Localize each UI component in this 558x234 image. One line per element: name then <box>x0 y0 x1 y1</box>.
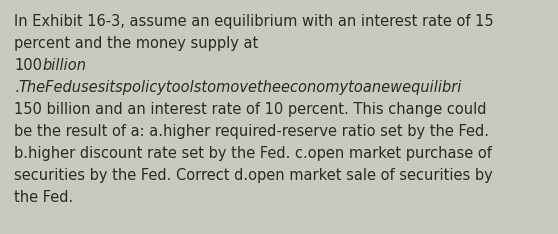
Text: securities by the Fed. Correct d.open market sale of securities by: securities by the Fed. Correct d.open ma… <box>14 168 493 183</box>
Text: be the result of a: a.higher required-reserve ratio set by the Fed.: be the result of a: a.higher required-re… <box>14 124 489 139</box>
Text: .: . <box>14 80 19 95</box>
Text: 100: 100 <box>14 58 42 73</box>
Text: In Exhibit 16-3, assume an equilibrium with an interest rate of 15: In Exhibit 16-3, assume an equilibrium w… <box>14 14 494 29</box>
Text: b.higher discount rate set by the Fed. c.open market purchase of: b.higher discount rate set by the Fed. c… <box>14 146 492 161</box>
Text: the Fed.: the Fed. <box>14 190 73 205</box>
Text: 150 billion and an interest rate of 10 percent. This change could: 150 billion and an interest rate of 10 p… <box>14 102 487 117</box>
Text: percent and the money supply at: percent and the money supply at <box>14 36 258 51</box>
Text: billion: billion <box>42 58 86 73</box>
Text: TheFedusesitspolicytoolstomovetheeconomytoanewequilibri: TheFedusesitspolicytoolstomovetheeconomy… <box>19 80 462 95</box>
